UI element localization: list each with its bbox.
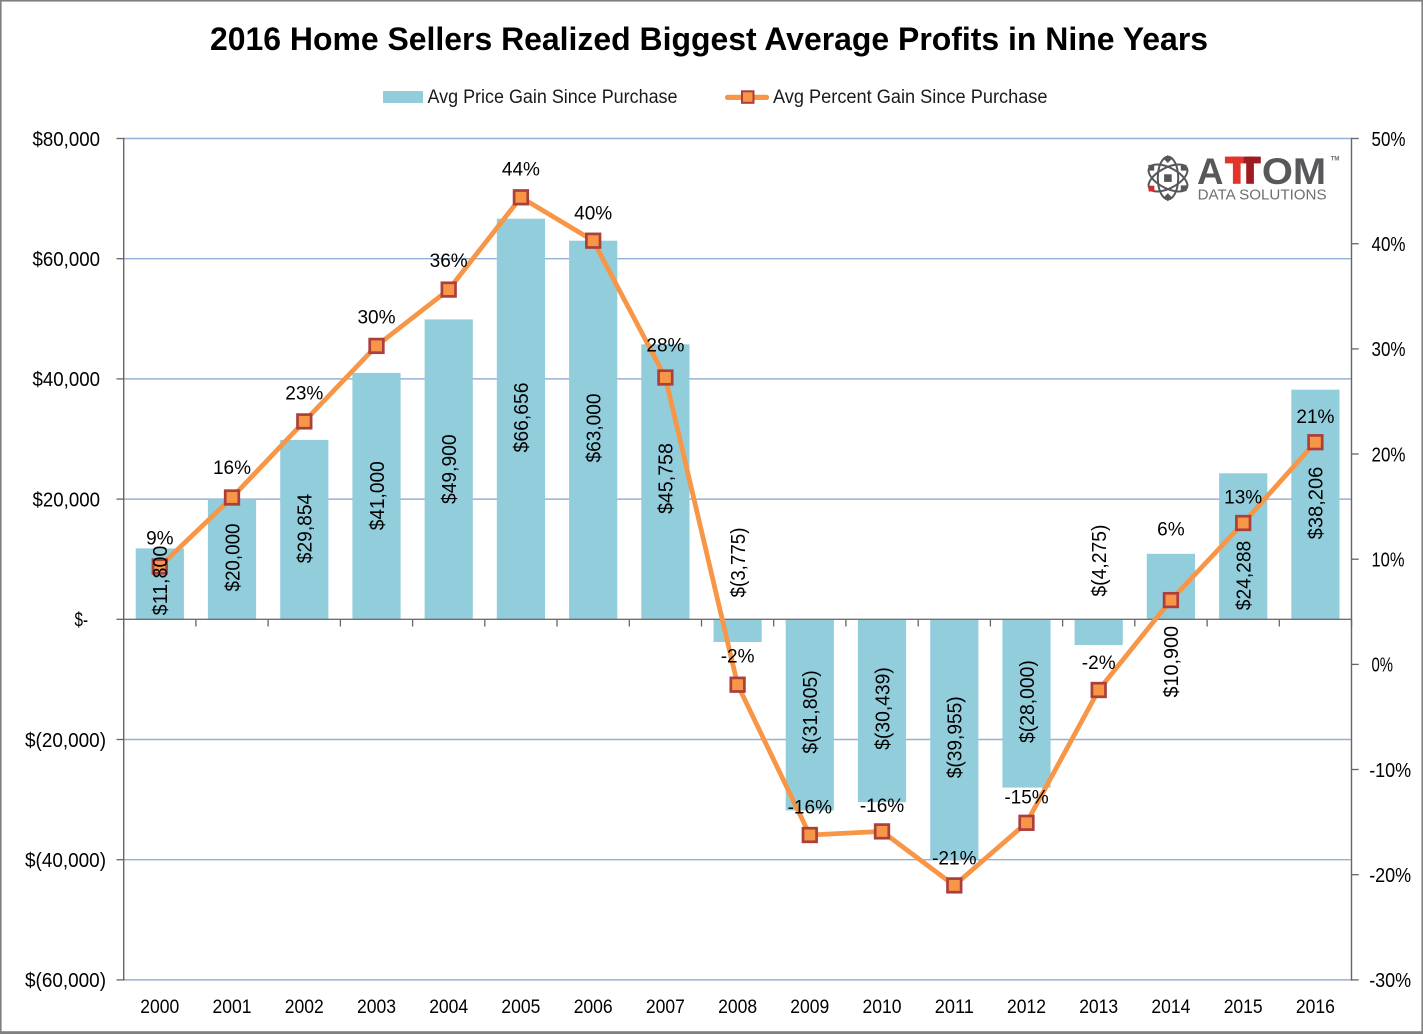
svg-text:40%: 40% [574,203,612,224]
svg-text:$41,000: $41,000 [367,461,389,530]
svg-text:2013: 2013 [1079,997,1118,1018]
svg-text:2000: 2000 [140,997,179,1018]
svg-text:Avg Price Gain Since Purchase: Avg Price Gain Since Purchase [428,87,678,108]
svg-text:30%: 30% [357,307,395,328]
svg-text:$(28,000): $(28,000) [1017,660,1039,743]
svg-text:2011: 2011 [935,997,974,1018]
svg-text:-21%: -21% [932,849,976,870]
svg-text:$60,000: $60,000 [33,249,101,271]
svg-text:DATA SOLUTIONS: DATA SOLUTIONS [1198,187,1327,204]
svg-text:$29,854: $29,854 [295,494,317,564]
svg-text:2012: 2012 [1007,997,1046,1018]
svg-text:2002: 2002 [285,997,324,1018]
svg-text:2004: 2004 [429,997,468,1018]
svg-text:2001: 2001 [213,997,252,1018]
svg-text:2006: 2006 [574,997,613,1018]
svg-text:2014: 2014 [1151,997,1190,1018]
svg-text:23%: 23% [285,383,323,404]
svg-text:-16%: -16% [788,798,832,819]
svg-text:9%: 9% [146,529,174,550]
svg-text:40%: 40% [1372,234,1406,256]
svg-text:-15%: -15% [1004,788,1048,809]
svg-text:$38,206: $38,206 [1306,467,1328,540]
svg-text:$10,900: $10,900 [1161,626,1183,698]
svg-text:$11,800: $11,800 [150,546,172,616]
svg-text:50%: 50% [1372,129,1406,151]
svg-text:2010: 2010 [863,997,902,1018]
svg-text:10%: 10% [1372,550,1405,572]
svg-text:2015: 2015 [1224,997,1263,1018]
svg-text:20%: 20% [1372,444,1406,466]
svg-text:$(39,955): $(39,955) [945,696,967,778]
svg-text:$(30,439): $(30,439) [872,667,894,750]
svg-text:$63,000: $63,000 [584,393,606,462]
svg-text:$(20,000): $(20,000) [25,730,106,752]
svg-text:-20%: -20% [1369,865,1411,887]
svg-text:2009: 2009 [790,997,829,1018]
svg-text:$(40,000): $(40,000) [25,850,106,872]
svg-text:2007: 2007 [646,997,685,1018]
svg-text:$-: $- [75,610,89,632]
svg-text:2016: 2016 [1296,997,1335,1018]
svg-text:-2%: -2% [1082,653,1116,674]
svg-text:A: A [1197,151,1224,192]
svg-text:2008: 2008 [718,997,757,1018]
svg-text:28%: 28% [646,336,684,357]
svg-text:$(31,805): $(31,805) [800,670,822,754]
svg-text:21%: 21% [1296,407,1334,428]
svg-text:6%: 6% [1157,520,1185,541]
svg-text:$66,656: $66,656 [511,383,533,453]
svg-text:$20,000: $20,000 [222,524,244,592]
svg-text:$(4,275): $(4,275) [1089,525,1111,597]
svg-text:$24,288: $24,288 [1234,541,1256,611]
svg-text:30%: 30% [1372,339,1406,361]
svg-text:-30%: -30% [1369,970,1411,992]
svg-text:TM: TM [1331,157,1340,163]
svg-text:16%: 16% [213,458,251,479]
svg-text:-16%: -16% [860,796,904,817]
svg-text:36%: 36% [430,251,468,272]
svg-text:-2%: -2% [721,646,755,667]
svg-text:OM: OM [1262,151,1326,192]
svg-text:44%: 44% [502,159,540,180]
svg-text:2003: 2003 [357,997,396,1018]
svg-text:$20,000: $20,000 [33,489,101,511]
svg-text:$49,900: $49,900 [439,434,461,504]
svg-text:0%: 0% [1372,655,1394,677]
svg-text:2016 Home Sellers Realized Big: 2016 Home Sellers Realized Biggest Avera… [210,21,1208,57]
svg-text:$(3,775): $(3,775) [728,528,750,598]
svg-text:$80,000: $80,000 [33,129,101,151]
svg-text:Avg Percent Gain Since Purchas: Avg Percent Gain Since Purchase [773,87,1048,108]
svg-text:-10%: -10% [1369,760,1411,782]
svg-text:$45,758: $45,758 [656,443,678,514]
svg-text:2005: 2005 [501,997,540,1018]
svg-text:$40,000: $40,000 [33,369,101,391]
svg-text:$(60,000): $(60,000) [25,970,106,992]
svg-text:13%: 13% [1224,488,1262,509]
